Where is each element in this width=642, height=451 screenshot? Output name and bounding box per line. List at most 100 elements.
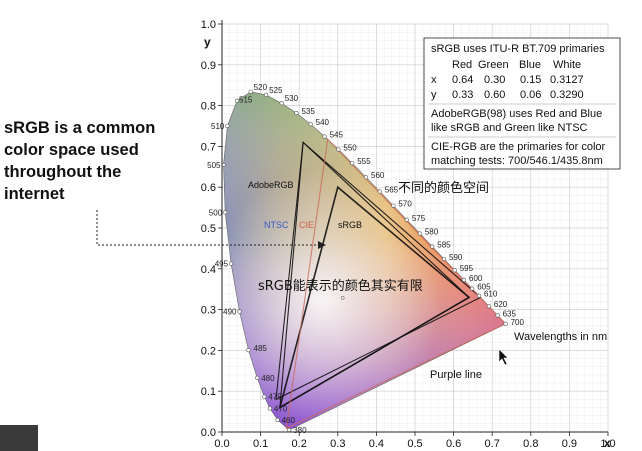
wavelength-label: 485: [254, 344, 268, 353]
wavelength-marker: [322, 134, 327, 139]
wavelength-label: 580: [425, 227, 439, 236]
wavelength-label: 635: [503, 309, 517, 318]
gamut-ntsc: [275, 141, 482, 401]
callout-line: sRGB is a common: [4, 119, 156, 137]
x-tick-label: 0.9: [562, 438, 577, 450]
y-tick-label: 0.5: [201, 223, 216, 235]
legend-frame: [423, 37, 621, 170]
wavelength-label: 545: [330, 130, 344, 139]
y-tick-label: 0.1: [201, 386, 216, 398]
wavelength-label: 460: [282, 416, 296, 425]
wavelength-marker: [476, 293, 482, 298]
wavelength-marker: [223, 210, 228, 215]
legend-row-x-label: x: [431, 74, 437, 86]
wavelength-label: 570: [398, 200, 412, 209]
legend-adobe-line-1: AdobeRGB(98) uses Red and Blue: [431, 108, 602, 120]
x-tick-label: 0.3: [330, 438, 345, 450]
wavelength-marker: [262, 394, 267, 399]
legend-red-y: 0.33: [452, 89, 473, 101]
wavelength-label: 500: [209, 208, 223, 217]
x-axis-label: x: [604, 436, 611, 450]
wavelength-marker: [263, 92, 269, 98]
wavelength-label: 480: [261, 374, 275, 383]
wavelength-marker: [255, 375, 260, 380]
legend-blue-x: 0.15: [520, 74, 541, 86]
wavelength-label: 520: [254, 83, 268, 92]
wavelength-label: 475: [268, 393, 282, 402]
legend-blue-y: 0.06: [520, 89, 541, 101]
x-tick-label: 0.8: [523, 438, 538, 450]
x-tick-label: 0.5: [407, 438, 422, 450]
wavelength-marker: [308, 122, 313, 127]
wavelength-marker: [417, 231, 422, 236]
wavelength-marker: [228, 261, 234, 266]
purple-line-label: Purple line: [430, 369, 482, 381]
wavelengths-label: Wavelengths in nm: [514, 331, 607, 343]
presenter-thumbnail: [0, 425, 38, 451]
wavelength-marker: [275, 417, 280, 422]
srgb-overlay-text: sRGB能表示的颜色其实有限: [258, 278, 423, 294]
y-tick-label: 0.3: [201, 305, 216, 317]
gamut-triangles: [275, 138, 507, 430]
x-tick-label: 0.7: [485, 438, 500, 450]
wavelength-marker: [294, 111, 299, 116]
y-tick-label: 0.4: [201, 264, 216, 276]
mouse-cursor-icon: [498, 348, 509, 366]
legend-box: sRGB uses ITU-R BT.709 primaries Red Gre…: [423, 37, 621, 170]
legend-red-x: 0.64: [452, 74, 473, 86]
wavelength-marker: [377, 189, 382, 194]
wavelength-label: 530: [285, 94, 299, 103]
wavelength-label: 555: [357, 157, 371, 166]
wavelength-label: 515: [239, 96, 253, 105]
wavelength-label: 525: [269, 86, 283, 95]
y-tick-label: 1.0: [201, 19, 216, 31]
callout-text: sRGB is a common color space used throug…: [4, 117, 194, 205]
callout-line: internet: [4, 185, 65, 203]
legend-white-y: 0.3290: [550, 89, 584, 101]
axes: 0.0 0.1 0.2 0.3 0.4 0.5 0.6 0.7 0.8 0.9 1.0 0.0 0.1 0…: [201, 19, 616, 450]
x-tick-label: 0.1: [253, 438, 268, 450]
wavelength-label: 565: [385, 185, 399, 194]
wavelength-marker: [237, 309, 242, 314]
wavelength-marker: [279, 101, 284, 106]
legend-row-y-label: y: [431, 89, 437, 101]
wavelength-label: 550: [343, 144, 357, 153]
ntsc-label: NTSC: [264, 220, 289, 230]
y-tick-label: 0.2: [201, 345, 216, 357]
wavelength-marker: [391, 203, 396, 208]
x-tick-label: 0.2: [292, 438, 307, 450]
wavelength-marker: [486, 304, 492, 309]
legend-header-green: Green: [478, 59, 509, 71]
legend-header-red: Red: [452, 59, 472, 71]
wavelength-label: 610: [484, 290, 498, 299]
wavelength-marker: [287, 427, 292, 433]
y-tick-label: 0.0: [201, 427, 216, 439]
wavelength-marker: [234, 98, 240, 103]
wavelength-marker: [503, 321, 508, 326]
wavelength-marker: [404, 217, 409, 222]
legend-adobe-line-2: like sRGB and Green like NTSC: [431, 122, 588, 134]
x-tick-label: 1.0: [600, 438, 615, 450]
legend-green-x: 0.30: [484, 74, 505, 86]
y-tick-label: 0.7: [201, 141, 216, 153]
wavelength-marker: [267, 406, 273, 411]
wavelength-marker: [225, 123, 230, 129]
cie-label: CIE: [299, 220, 314, 230]
wavelength-label: 700: [511, 318, 525, 327]
gamut-cie: [285, 138, 507, 430]
wavelength-marker: [470, 286, 475, 291]
wavelength-label: 380: [293, 426, 307, 435]
x-tick-label: 0.0: [214, 438, 229, 450]
legend-header-white: White: [553, 59, 581, 71]
wavelength-label: 505: [207, 161, 221, 170]
callout-line: color space used: [4, 141, 139, 159]
wavelength-label: 620: [494, 300, 508, 309]
legend-white-x: 0.3127: [550, 74, 584, 86]
wavelength-marker: [350, 161, 355, 166]
x-tick-label: 0.6: [446, 438, 461, 450]
y-axis-label: y: [204, 35, 211, 49]
y-tick-label: 0.8: [201, 101, 216, 113]
wavelength-label: 590: [449, 253, 463, 262]
